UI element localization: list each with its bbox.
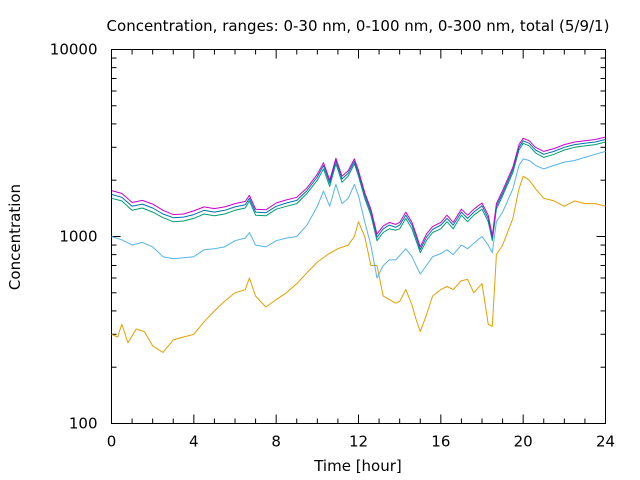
- series-line-1: [111, 175, 606, 353]
- y-tick-label: 100: [69, 415, 98, 433]
- x-tick-label: 0: [107, 433, 117, 451]
- y-axis-label: Concentration: [6, 184, 24, 290]
- x-tick-label: 8: [271, 433, 281, 451]
- y-tick-label: 10000: [50, 41, 98, 59]
- x-tick-label: 20: [514, 433, 533, 451]
- series-line-4: [111, 139, 606, 251]
- x-axis-label: Time [hour]: [313, 457, 402, 475]
- series-line-5: [111, 136, 606, 248]
- y-tick-label: 1000: [59, 228, 97, 246]
- x-tick-label: 4: [189, 433, 199, 451]
- series-line-2: [111, 150, 606, 279]
- x-tick-label: 16: [431, 433, 450, 451]
- series-line-3: [111, 141, 606, 254]
- x-tick-label: 24: [596, 433, 615, 451]
- series-lines: [111, 136, 606, 353]
- x-tick-label: 12: [349, 433, 368, 451]
- y-axis-ticks: 100 1000 10000: [50, 41, 606, 433]
- x-axis-ticks: 0 4 8 12 16 20 24: [107, 49, 615, 451]
- chart-title: Concentration, ranges: 0-30 nm, 0-100 nm…: [107, 17, 610, 35]
- plot-area-frame: [111, 49, 606, 424]
